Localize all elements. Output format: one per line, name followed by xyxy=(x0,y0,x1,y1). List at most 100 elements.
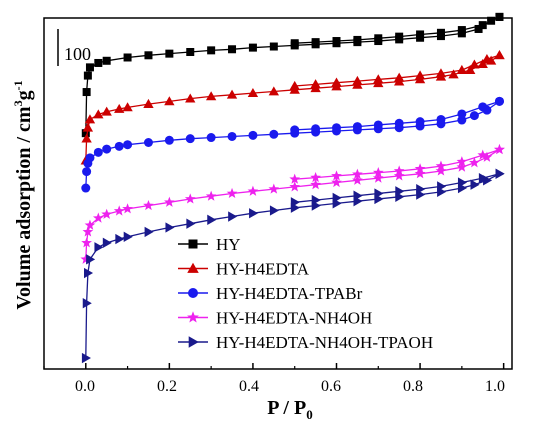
data-point-marker xyxy=(374,34,383,43)
data-point-marker xyxy=(207,46,216,55)
data-point-marker xyxy=(113,205,125,216)
data-point-marker xyxy=(394,118,404,128)
data-point-marker xyxy=(290,39,299,48)
data-point-marker xyxy=(478,172,488,184)
data-point-marker xyxy=(436,28,445,37)
y-axis-label-superscript: 3 xyxy=(11,100,25,106)
data-point-marker xyxy=(437,181,447,192)
data-point-marker xyxy=(331,170,342,181)
data-point-marker xyxy=(188,239,198,249)
data-point-marker xyxy=(114,141,124,151)
data-point-marker xyxy=(185,134,195,144)
data-point-marker xyxy=(477,58,488,68)
legend-label: HY-H4EDTA-NH4OH xyxy=(216,309,372,328)
data-point-marker xyxy=(495,12,504,21)
data-point-marker xyxy=(469,157,480,168)
data-point-marker xyxy=(372,172,384,183)
data-point-marker xyxy=(84,114,96,124)
data-point-marker xyxy=(144,226,154,238)
data-point-marker xyxy=(394,72,405,82)
data-point-marker xyxy=(268,86,279,96)
data-point-marker xyxy=(469,59,480,69)
data-point-marker xyxy=(248,43,257,52)
data-point-marker xyxy=(470,179,480,190)
data-point-marker xyxy=(469,111,479,121)
data-point-marker xyxy=(457,26,466,35)
data-point-marker xyxy=(122,203,133,214)
data-point-marker xyxy=(332,123,341,133)
data-point-marker xyxy=(83,71,92,80)
data-point-marker xyxy=(310,79,321,89)
series-hy-h4edta xyxy=(80,50,505,165)
data-point-marker xyxy=(457,109,467,119)
data-point-marker xyxy=(101,106,112,116)
legend: HY HY-H4EDTA HY-H4EDTA-TPABr HY-H4EDTA-NH4O… xyxy=(178,235,433,352)
legend-item: HY-H4EDTA-TPABr xyxy=(178,284,363,303)
data-point-marker xyxy=(436,114,446,124)
data-point-marker xyxy=(352,75,363,85)
data-point-marker xyxy=(249,208,259,219)
plot-border xyxy=(43,17,513,370)
data-point-marker xyxy=(435,165,447,176)
data-point-marker xyxy=(102,56,111,65)
data-point-marker xyxy=(114,103,125,113)
data-point-marker xyxy=(186,48,195,57)
data-point-marker xyxy=(414,70,426,80)
data-point-marker xyxy=(123,231,133,243)
data-point-marker xyxy=(247,87,259,98)
data-point-marker xyxy=(373,74,384,84)
data-point-marker xyxy=(393,170,405,181)
data-point-marker xyxy=(165,222,175,233)
data-point-marker xyxy=(93,109,104,119)
y-axis-label-g: g xyxy=(13,90,35,100)
data-point-marker xyxy=(186,218,196,229)
data-point-marker xyxy=(115,233,125,245)
data-point-marker xyxy=(188,288,198,298)
data-point-marker xyxy=(310,171,321,183)
data-point-marker xyxy=(82,167,92,177)
data-point-marker xyxy=(372,167,384,178)
data-point-marker xyxy=(269,129,279,139)
data-point-marker xyxy=(102,144,112,154)
data-point-marker xyxy=(374,188,384,199)
data-point-marker xyxy=(481,53,493,64)
data-point-marker xyxy=(184,193,196,204)
data-point-marker xyxy=(478,102,488,112)
data-point-marker xyxy=(86,254,96,265)
data-point-marker xyxy=(456,161,468,172)
x-tick-label: 0.0 xyxy=(75,378,95,395)
data-point-marker xyxy=(205,190,217,201)
data-point-marker xyxy=(82,88,91,97)
data-point-marker xyxy=(226,89,238,99)
series-hy-h4edta-tpabr xyxy=(81,96,504,193)
data-point-marker xyxy=(289,80,300,90)
data-point-marker xyxy=(456,156,468,167)
data-point-marker xyxy=(495,168,505,179)
data-point-marker xyxy=(185,93,196,103)
data-point-marker xyxy=(331,176,342,188)
data-point-marker xyxy=(82,122,94,132)
data-point-marker xyxy=(81,237,92,248)
x-axis-label-main: P / P xyxy=(267,397,306,419)
data-point-marker xyxy=(395,186,405,197)
data-point-marker xyxy=(435,160,447,171)
data-point-marker xyxy=(456,64,468,74)
data-point-marker xyxy=(352,122,362,132)
x-axis-label: P / P0 xyxy=(267,397,312,422)
x-axis-label-subscript: 0 xyxy=(306,407,313,422)
y-axis-label: Volume adsorption / cm3g-1 xyxy=(11,80,35,309)
data-point-marker xyxy=(332,37,341,46)
data-point-marker xyxy=(494,50,505,60)
x-tick-labels: 0.0 0.2 0.4 0.6 0.8 1.0 xyxy=(75,378,505,395)
data-point-marker xyxy=(435,68,447,78)
data-point-marker xyxy=(82,298,92,309)
series-layer xyxy=(80,12,505,364)
legend-item: HY xyxy=(178,235,241,254)
data-point-marker xyxy=(188,336,199,348)
data-point-marker xyxy=(83,267,94,279)
data-point-marker xyxy=(143,137,153,147)
data-point-marker xyxy=(94,58,103,67)
data-point-marker xyxy=(331,77,342,87)
data-point-marker xyxy=(84,219,96,230)
